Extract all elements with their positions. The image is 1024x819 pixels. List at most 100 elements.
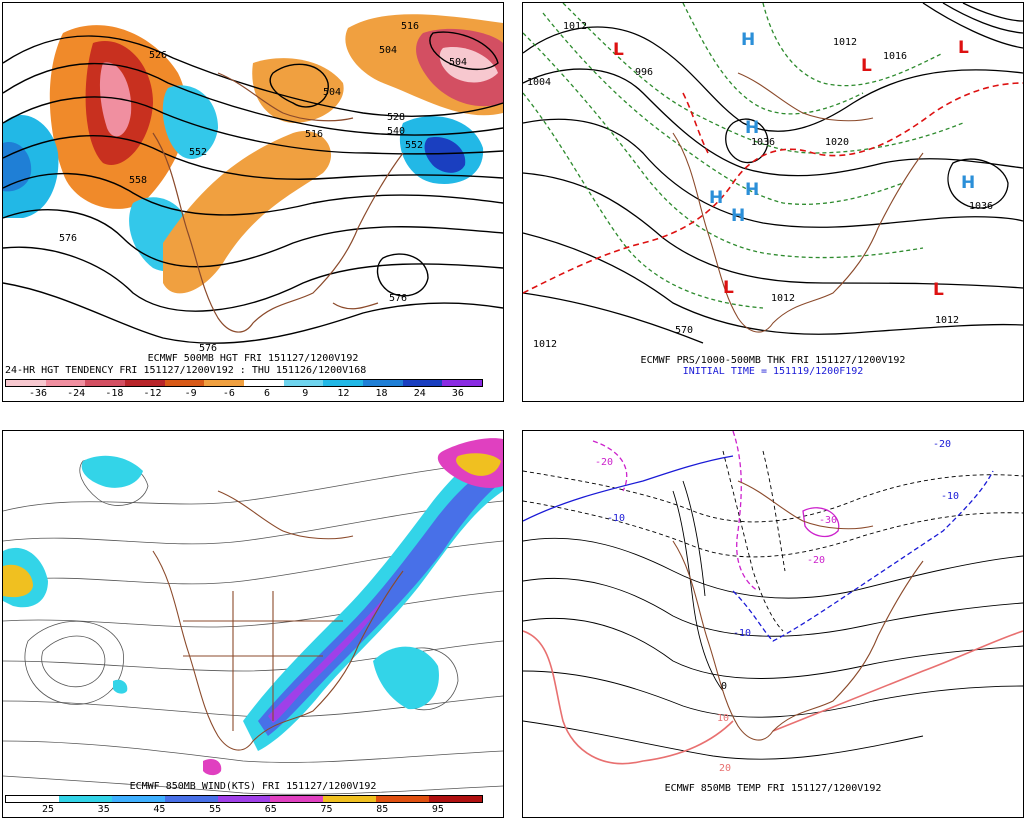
isotherm-minus10-west: [523, 455, 734, 522]
wind-colorbar-label: 35: [97, 804, 110, 815]
wind-colorbar-swatch: [217, 796, 271, 802]
wind-colorbar-label: 55: [209, 804, 222, 815]
tendency-colorbar-label: 6: [264, 388, 271, 399]
tendency-colorbar: [5, 379, 483, 387]
tendency-colorbar-label: -36: [28, 388, 48, 399]
contour-label: 558: [129, 175, 147, 186]
tendency-colorbar-swatch: [204, 380, 245, 386]
high-pressure-symbol: H: [745, 118, 759, 138]
isotherm-label: -10: [941, 491, 959, 502]
thickness-lines: [523, 3, 964, 309]
wind-colorbar-label: 25: [41, 804, 55, 815]
map-850mb-temp: -10 -10 -20 -20 -10 0 10 20 -20 -30: [523, 431, 1023, 774]
tendency-colorbar-swatch: [402, 380, 443, 386]
wind-colorbar-swatch: [58, 796, 112, 802]
cold-isotherms: [523, 450, 1023, 632]
contour-label: 552: [405, 140, 423, 151]
thickness-label: 570: [675, 325, 693, 336]
low-pressure-symbol: L: [958, 38, 969, 58]
isotherm-label: -20: [807, 555, 825, 566]
thickness-540-line: [523, 82, 1023, 294]
panel-mslp-title: ECMWF PRS/1000-500MB THK FRI 151127/1200…: [640, 355, 906, 366]
tendency-colorbar-label: -6: [222, 388, 235, 399]
high-pressure-symbol: H: [731, 206, 745, 226]
isotherm-label: -20: [933, 439, 951, 450]
low-pressure-symbol: L: [861, 56, 872, 76]
tendency-colorbar-swatch: [442, 380, 483, 386]
coastlines-and-borders: [152, 490, 404, 751]
wind-colorbar-swatch: [429, 796, 483, 802]
temperature-isotherms: [523, 480, 1023, 760]
coastlines: [672, 480, 924, 741]
tendency-colorbar-labels: -36 -24 -18 -12 -9 -6 6 9 12 18 24 36: [23, 388, 473, 399]
contour-label: 516: [401, 21, 419, 32]
isobar-label: 1004: [527, 77, 551, 88]
tendency-colorbar-swatch: [45, 380, 86, 386]
low-pressure-symbol: L: [723, 278, 734, 298]
contour-label: 516: [305, 129, 323, 140]
isobar-label: 1036: [969, 201, 993, 212]
wind-colorbar-label: 95: [431, 804, 444, 815]
isotherm-label: -30: [819, 515, 837, 526]
wind-colorbar: [5, 795, 483, 803]
panel-mslp-thickness: L L L L L H H H H H H 1012 1012 1036 103…: [522, 2, 1024, 402]
isobar-label: 1012: [771, 293, 795, 304]
wind-colorbar-swatch: [111, 796, 165, 802]
high-pressure-symbol: H: [961, 173, 975, 193]
isotherm-label: -10: [733, 628, 751, 639]
contour-label: 576: [199, 343, 217, 354]
map-500mb: 516 504 526 504 552 516 528 540 552 558 …: [3, 14, 503, 354]
isotherm-plus10: [523, 630, 734, 765]
tendency-colorbar-swatch: [6, 380, 46, 386]
tendency-colorbar-label: 36: [451, 388, 464, 399]
panel-500mb-title: ECMWF 500MB HGT FRI 151127/1200V192: [147, 353, 359, 364]
contour-label: 504: [449, 57, 467, 68]
tendency-colorbar-label: -12: [143, 388, 162, 399]
contour-label: 526: [149, 50, 167, 61]
wind-colorbar-label: 85: [376, 804, 389, 815]
tendency-colorbar-label: 12: [337, 388, 350, 399]
contour-label: 552: [189, 147, 207, 158]
low-pressure-symbol: L: [933, 280, 944, 300]
wind-colorbar-swatch: [323, 796, 377, 802]
wind-colorbar-label: 65: [264, 804, 277, 815]
isobar-label: 1020: [825, 137, 849, 148]
isotherm-label: 10: [717, 713, 729, 724]
panel-850mb-temp-title: ECMWF 850MB TEMP FRI 151127/1200V192: [664, 783, 882, 794]
panel-500mb-height: 516 504 526 504 552 516 528 540 552 558 …: [2, 2, 504, 402]
panel-500mb-subtitle: 24-HR HGT TENDENCY FRI 151127/1200V192 :…: [5, 365, 367, 376]
map-mslp: L L L L L H H H H H H 1012 1012 1036 103…: [523, 3, 1023, 350]
pressure-isobars: [523, 3, 1023, 344]
wind-colorbar-swatch: [164, 796, 218, 802]
tendency-colorbar-label: -18: [105, 388, 124, 399]
isotherm-label: 0: [721, 681, 727, 692]
wind-colorbar-labels: 25 35 45 55 65 75 85 95: [33, 804, 453, 815]
tendency-colorbar-swatch: [363, 380, 403, 386]
isotherm-minus20: [732, 431, 759, 592]
panel-mslp-initial-time: INITIAL TIME = 151119/1200F192: [682, 366, 864, 377]
isotherm-label: -20: [595, 457, 613, 468]
tendency-colorbar-swatch: [125, 380, 165, 386]
wind-speed-shading: [3, 438, 503, 776]
panel-850mb-wind: ECMWF 850MB WIND(KTS) FRI 151127/1200V19…: [2, 430, 504, 818]
isotherm-minus30: [802, 507, 840, 538]
high-pressure-symbol: H: [741, 30, 755, 50]
tendency-colorbar-label: -24: [67, 388, 86, 399]
isobar-label: 996: [635, 67, 653, 78]
tendency-colorbar-label: -9: [184, 388, 197, 399]
isotherm-label: -10: [607, 513, 625, 524]
contour-label: 576: [389, 293, 407, 304]
panel-850mb-temp: -10 -10 -20 -20 -10 0 10 20 -20 -30 ECMW…: [522, 430, 1024, 818]
panel-850mb-wind-title: ECMWF 850MB WIND(KTS) FRI 151127/1200V19…: [129, 781, 377, 792]
low-pressure-symbol: L: [613, 40, 624, 60]
tendency-colorbar-swatch: [323, 380, 364, 386]
contour-label: 504: [323, 87, 341, 98]
isobar-label: 1036: [751, 137, 775, 148]
coastlines: [152, 72, 404, 333]
tendency-colorbar-swatch: [244, 380, 284, 386]
tendency-colorbar-label: 9: [302, 388, 309, 399]
contour-label: 576: [59, 233, 77, 244]
wind-colorbar-label: 45: [153, 804, 166, 815]
wind-colorbar-swatch: [270, 796, 324, 802]
isobar-label: 1012: [563, 21, 587, 32]
